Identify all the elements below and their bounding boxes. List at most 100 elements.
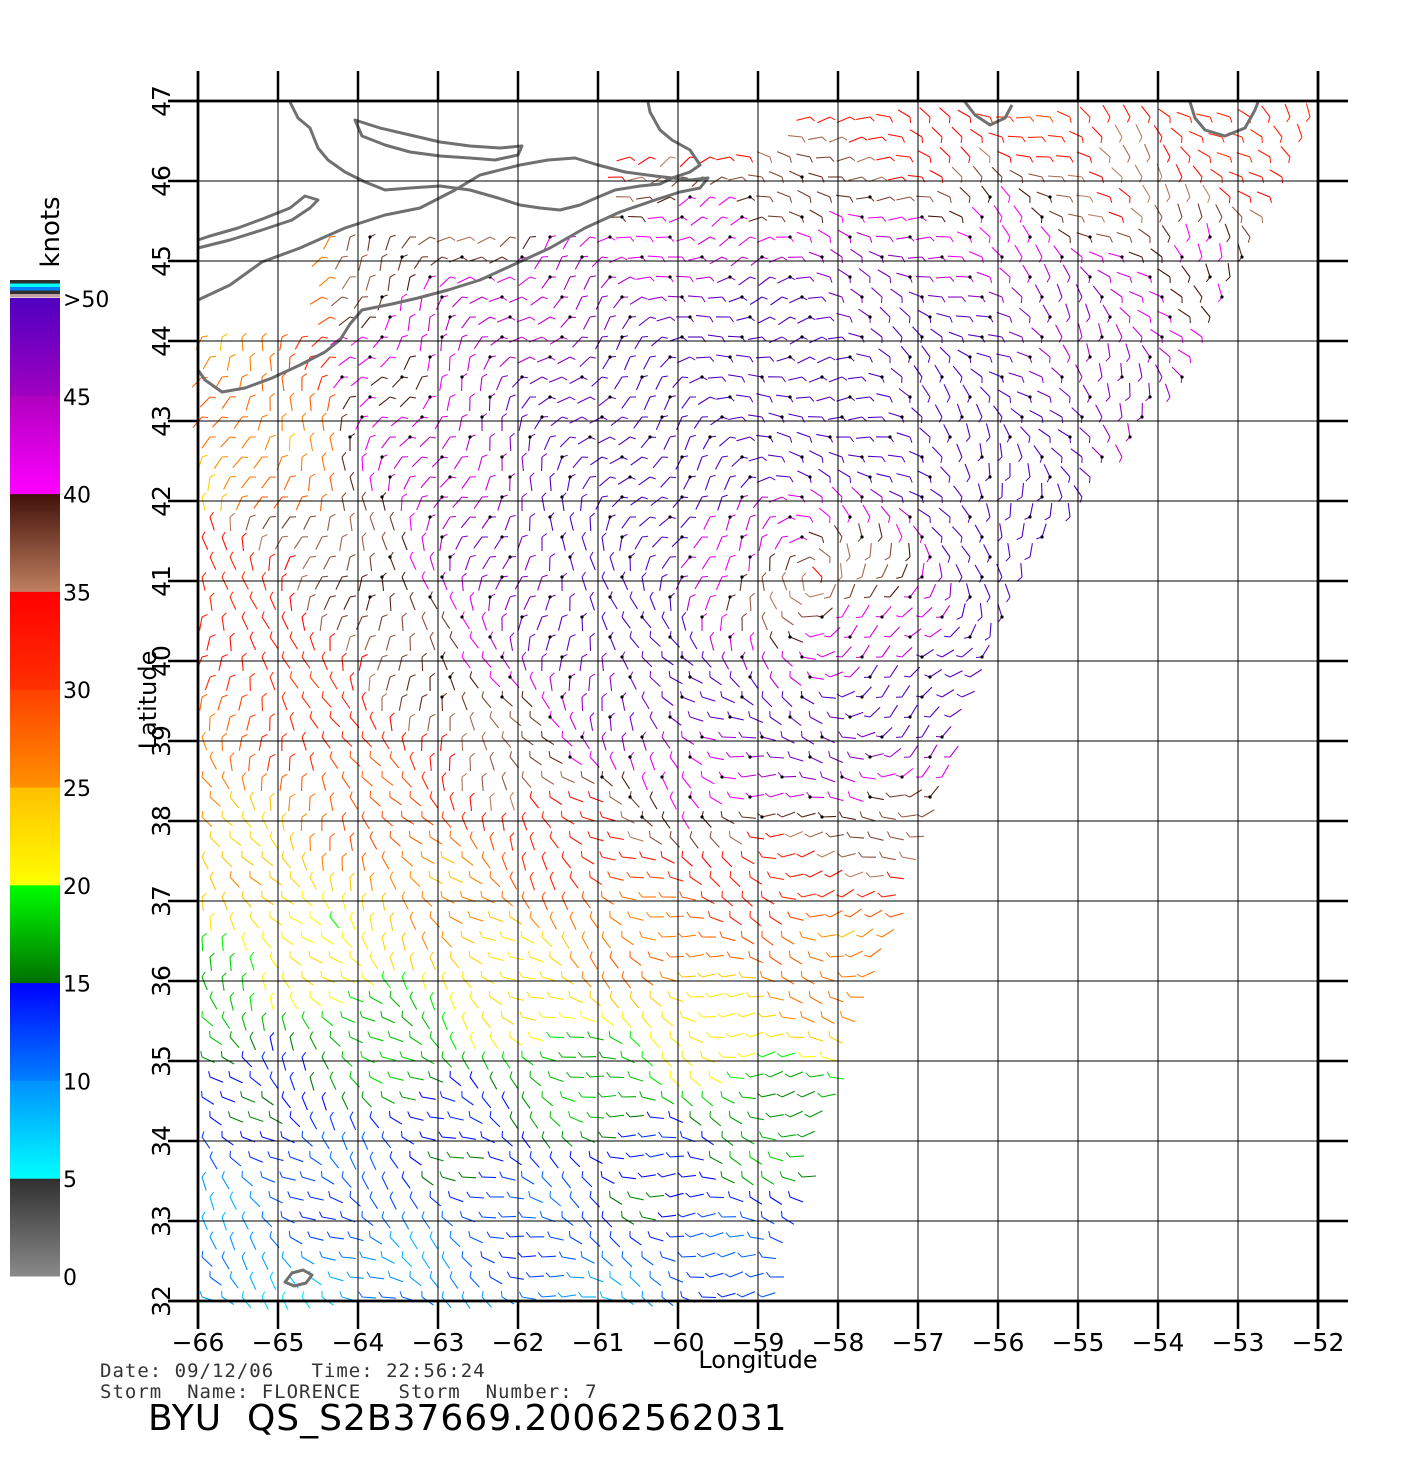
wind-vector bbox=[547, 992, 564, 1000]
wind-vector bbox=[809, 337, 827, 343]
wind-vector bbox=[382, 694, 387, 712]
wind-vector bbox=[388, 474, 395, 491]
wind-vector bbox=[761, 1211, 774, 1224]
wind-vector bbox=[410, 952, 414, 970]
wind-vector bbox=[781, 931, 794, 944]
wind-vector bbox=[897, 433, 912, 443]
wind-vector bbox=[964, 670, 981, 678]
wind-vector bbox=[957, 603, 966, 619]
wind-vector bbox=[689, 375, 707, 383]
wind-vector bbox=[350, 1191, 361, 1206]
colorbar-tick-label: >50 bbox=[63, 288, 109, 313]
wind-vector bbox=[490, 434, 495, 452]
wind-vector bbox=[769, 1231, 783, 1243]
wind-vector bbox=[725, 993, 743, 997]
wind-vector bbox=[740, 574, 747, 591]
wind-vector bbox=[522, 771, 531, 788]
wind-vector bbox=[618, 1133, 636, 1137]
wind-vector bbox=[956, 316, 973, 322]
wind-vector bbox=[222, 1131, 233, 1145]
wind-vector bbox=[607, 832, 623, 840]
wind-vector bbox=[510, 911, 522, 924]
wind-vector bbox=[360, 1252, 376, 1260]
wind-vector bbox=[270, 672, 275, 690]
wind-vector bbox=[719, 732, 736, 738]
wind-vector bbox=[202, 811, 212, 827]
wind-vector bbox=[290, 871, 300, 887]
wind-vector bbox=[550, 872, 555, 890]
wind-vector bbox=[635, 337, 648, 350]
wind-vector bbox=[607, 1072, 624, 1078]
wind-vector bbox=[590, 633, 595, 651]
wind-vector bbox=[985, 463, 991, 481]
wind-vector bbox=[666, 952, 684, 957]
wind-vector bbox=[998, 390, 1011, 403]
wind-vector bbox=[500, 1172, 516, 1181]
wind-vector bbox=[806, 913, 824, 917]
wind-vector bbox=[642, 651, 652, 667]
wind-vector bbox=[756, 394, 772, 403]
lat-tick-label: 37 bbox=[147, 885, 176, 917]
wind-vector bbox=[302, 613, 306, 631]
wind-vector bbox=[230, 592, 236, 610]
wind-vector bbox=[617, 335, 628, 350]
wind-vector bbox=[407, 275, 415, 291]
wind-vector bbox=[219, 655, 228, 671]
wind-vector bbox=[1093, 286, 1103, 303]
wind-vector bbox=[310, 1112, 317, 1130]
wind-vector bbox=[350, 912, 355, 930]
wind-vector bbox=[975, 565, 984, 583]
wind-vector bbox=[567, 635, 576, 651]
wind-vector bbox=[390, 713, 394, 731]
wind-vector bbox=[857, 971, 875, 977]
wind-vector bbox=[202, 1251, 212, 1267]
wind-vector bbox=[1056, 195, 1073, 202]
wind-vector bbox=[301, 454, 307, 471]
lon-tick-label: −54 bbox=[1132, 1328, 1185, 1357]
wind-vector bbox=[646, 555, 656, 570]
wind-vector bbox=[301, 814, 307, 831]
wind-vector bbox=[210, 593, 214, 611]
wind-vector bbox=[677, 357, 695, 363]
wind-vector bbox=[423, 395, 436, 409]
wind-vector bbox=[522, 1131, 530, 1148]
lon-tick-label: −58 bbox=[812, 1328, 865, 1357]
wind-vector bbox=[584, 276, 596, 290]
wind-vector bbox=[660, 772, 667, 790]
coastline-segment bbox=[1190, 102, 1258, 136]
wind-vector bbox=[322, 814, 327, 831]
wind-vector bbox=[330, 711, 340, 727]
wind-vector bbox=[382, 1172, 388, 1190]
lat-tick-label: 35 bbox=[147, 1045, 176, 1077]
wind-vector bbox=[360, 395, 376, 406]
wind-vector bbox=[650, 1271, 661, 1286]
wind-vector bbox=[290, 671, 298, 688]
wind-vector bbox=[529, 1191, 543, 1202]
wind-vector bbox=[309, 794, 315, 811]
wind-vector bbox=[884, 627, 900, 637]
wind-vector bbox=[210, 1152, 217, 1170]
wind-vector bbox=[580, 357, 596, 367]
wind-vector bbox=[275, 536, 288, 549]
wind-vector bbox=[222, 973, 226, 991]
wind-vector bbox=[1250, 129, 1262, 143]
wind-vector bbox=[230, 1151, 241, 1166]
wind-vector bbox=[687, 595, 695, 611]
wind-vector bbox=[230, 552, 236, 570]
wind-vector bbox=[805, 832, 823, 837]
wind-vector bbox=[610, 552, 614, 570]
wind-vector bbox=[400, 1051, 416, 1061]
wind-vector bbox=[350, 951, 361, 966]
wind-vector bbox=[1098, 270, 1111, 283]
wind-vector bbox=[789, 452, 804, 463]
wind-vector bbox=[362, 771, 373, 786]
wind-vector bbox=[887, 872, 904, 879]
wind-vector bbox=[668, 711, 681, 725]
wind-vector bbox=[762, 1171, 775, 1184]
wind-vector bbox=[642, 692, 649, 710]
wind-vector bbox=[242, 437, 256, 448]
wind-vector bbox=[362, 811, 370, 829]
wind-vector bbox=[402, 933, 406, 951]
wind-vector bbox=[202, 893, 207, 911]
wind-vector bbox=[659, 1132, 676, 1138]
